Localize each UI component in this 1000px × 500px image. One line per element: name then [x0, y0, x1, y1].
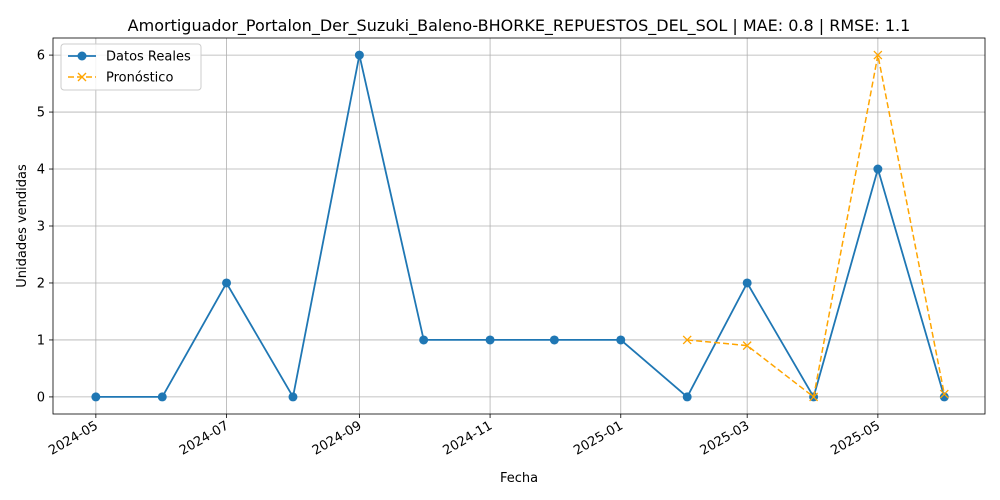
series-line-datos-reales — [95, 54, 946, 400]
data-point — [157, 392, 167, 402]
series-layer — [91, 50, 949, 402]
legend-label: Datos Reales — [106, 50, 191, 65]
data-point — [354, 50, 364, 60]
forecast-point — [809, 392, 819, 402]
forecast-point — [873, 50, 883, 60]
legend-label: Pronóstico — [106, 71, 173, 86]
y-tick-label: 3 — [37, 220, 45, 235]
data-point — [616, 335, 626, 345]
y-axis: 0 1 2 3 4 5 6 — [37, 49, 53, 405]
chart-title: Amortiguador_Portalon_Der_Suzuki_Baleno-… — [128, 16, 911, 36]
data-point — [91, 392, 101, 402]
data-point — [939, 392, 949, 402]
data-point — [742, 278, 752, 288]
data-point — [222, 278, 232, 288]
forecast-point — [939, 389, 949, 399]
y-tick-label: 1 — [37, 333, 45, 348]
data-point — [288, 392, 298, 402]
x-axis-label: Fecha — [500, 471, 538, 486]
y-tick-label: 2 — [37, 276, 45, 291]
y-tick-label: 0 — [37, 390, 45, 405]
forecast-point — [742, 341, 752, 351]
legend: Datos Reales Pronóstico — [60, 43, 202, 91]
y-axis-label: Unidades vendidas — [15, 164, 30, 288]
legend-entry: Pronóstico — [68, 71, 173, 86]
data-point — [419, 335, 429, 345]
forecast-point — [682, 335, 692, 345]
legend-marker-icon — [77, 51, 87, 61]
y-tick-label: 4 — [37, 163, 45, 178]
data-point — [873, 164, 883, 174]
y-tick-label: 6 — [37, 49, 45, 64]
legend-marker-icon — [77, 72, 87, 82]
data-point — [549, 335, 559, 345]
data-point — [682, 392, 692, 402]
data-point — [485, 335, 495, 345]
grid — [53, 38, 985, 414]
legend-entry: Datos Reales — [68, 50, 191, 65]
y-tick-label: 5 — [37, 106, 45, 121]
